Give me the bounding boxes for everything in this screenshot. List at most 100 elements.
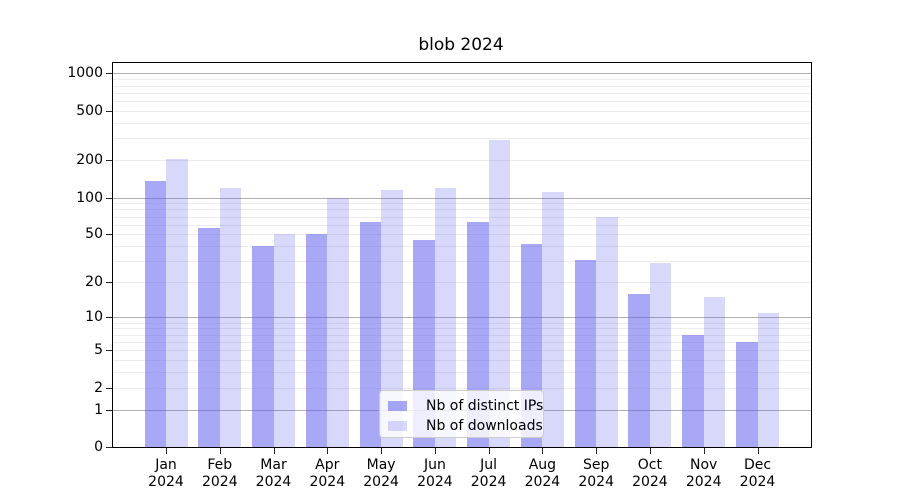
x-tick-label: Feb 2024 — [201, 457, 238, 490]
bar-distinct-ips-sep — [574, 259, 597, 447]
y-tick-mark — [106, 447, 112, 448]
gridline-major — [113, 317, 811, 319]
bar-distinct-ips-dec — [736, 341, 758, 447]
gridline-minor — [113, 328, 811, 330]
bar-downloads-apr — [327, 197, 349, 447]
y-tick-label: 2 — [94, 379, 103, 396]
gridline-minor — [113, 246, 811, 248]
gridline-minor — [113, 101, 811, 102]
x-tick-mark — [327, 448, 329, 454]
gridline-minor — [113, 350, 811, 352]
x-tick-mark — [542, 448, 544, 454]
x-tick-mark — [488, 448, 490, 454]
x-tick-label: Nov 2024 — [685, 457, 722, 490]
legend-swatch-distinct-ips — [388, 401, 407, 411]
gridline-minor — [113, 209, 811, 211]
bar-downloads-jul — [488, 140, 511, 447]
bar-distinct-ips-may — [359, 222, 382, 447]
gridline-major — [113, 197, 811, 199]
y-tick-mark — [106, 234, 112, 236]
gridline-minor — [113, 85, 811, 87]
x-tick-label: Mar 2024 — [255, 457, 292, 490]
y-tick-label: 200 — [76, 152, 103, 169]
legend: Nb of distinct IPs Nb of downloads — [379, 390, 544, 438]
bar-downloads-oct — [649, 263, 672, 447]
x-tick-label: Jun 2024 — [417, 457, 453, 490]
gridline-minor — [113, 216, 811, 218]
y-tick-mark — [106, 197, 112, 199]
gridline-minor — [113, 341, 811, 343]
x-tick-label: Oct 2024 — [632, 457, 668, 490]
legend-label-distinct-ips: Nb of distinct IPs — [426, 398, 544, 414]
bar-distinct-ips-mar — [252, 246, 274, 447]
y-tick-label: 5 — [94, 342, 103, 359]
gridline-minor — [113, 372, 811, 373]
legend-item-distinct-ips: Nb of distinct IPs — [380, 396, 543, 416]
x-tick-label: Jul 2024 — [470, 457, 507, 490]
bar-downloads-aug — [542, 192, 564, 447]
x-tick-mark — [381, 448, 383, 454]
bar-downloads-jan — [166, 158, 188, 447]
bar-distinct-ips-nov — [682, 334, 704, 447]
bar-downloads-mar — [273, 234, 295, 447]
y-tick-label: 1 — [94, 401, 103, 418]
bar-downloads-nov — [703, 297, 726, 447]
gridline-minor — [113, 92, 811, 94]
x-tick-label: Apr 2024 — [309, 457, 346, 490]
legend-swatch-downloads — [388, 421, 407, 431]
bar-downloads-jun — [434, 187, 457, 447]
plot-area: 0 1 2 5 10 20 50 100 200 500 1000 Jan 2024 Feb 2024… — [67, 62, 812, 490]
bar-distinct-ips-jan — [144, 181, 166, 447]
bar-downloads-sep — [596, 216, 618, 447]
gridline-minor — [113, 160, 811, 162]
x-tick-mark — [757, 448, 759, 454]
gridline-minor — [113, 322, 811, 324]
chart-title: blob 2024 — [418, 35, 504, 55]
x-tick-mark — [434, 448, 436, 454]
y-tick-label: 10 — [85, 309, 103, 326]
legend-item-downloads: Nb of downloads — [380, 416, 543, 436]
bar-downloads-dec — [757, 312, 779, 447]
x-tick-mark — [273, 448, 275, 454]
y-tick-mark — [106, 110, 112, 112]
bar-distinct-ips-feb — [198, 227, 220, 447]
gridline-minor — [113, 224, 811, 226]
x-tick-mark — [219, 448, 221, 454]
bar-downloads-may — [381, 190, 403, 447]
y-tick-mark — [106, 387, 112, 389]
gridline-minor — [113, 79, 811, 81]
x-tick-mark — [596, 448, 598, 454]
y-tick-mark — [106, 409, 112, 411]
y-tick-mark — [106, 317, 112, 319]
y-tick-mark — [106, 350, 112, 352]
y-tick-label: 100 — [76, 189, 103, 206]
gridline-minor — [113, 203, 811, 205]
y-tick-label: 20 — [85, 274, 103, 291]
x-tick-mark — [649, 448, 651, 454]
y-tick-label: 1000 — [67, 65, 103, 82]
x-tick-mark — [166, 448, 167, 454]
y-tick-mark — [106, 160, 112, 162]
y-tick-mark — [106, 73, 112, 75]
bar-distinct-ips-apr — [305, 234, 328, 447]
x-tick-label: Aug 2024 — [524, 457, 561, 490]
x-tick-label: May 2024 — [363, 457, 399, 490]
gridline-minor — [113, 138, 811, 140]
y-tick-label: 500 — [76, 102, 103, 119]
gridline-minor — [113, 282, 811, 284]
gridline-minor — [113, 122, 811, 124]
x-tick-mark — [703, 448, 705, 454]
gridline-minor — [113, 387, 811, 389]
y-tick-mark — [106, 282, 112, 284]
gridline-minor — [113, 110, 811, 112]
x-tick-label: Jan 2024 — [148, 457, 184, 490]
gridline-minor — [113, 360, 811, 361]
gridline-major — [113, 73, 811, 75]
x-tick-label: Sep 2024 — [578, 457, 614, 490]
gridline-minor — [113, 261, 811, 263]
y-tick-label: 50 — [85, 226, 103, 243]
legend-label-downloads: Nb of downloads — [426, 418, 543, 434]
x-tick-label: Dec 2024 — [739, 457, 776, 490]
bar-downloads-feb — [219, 187, 242, 447]
